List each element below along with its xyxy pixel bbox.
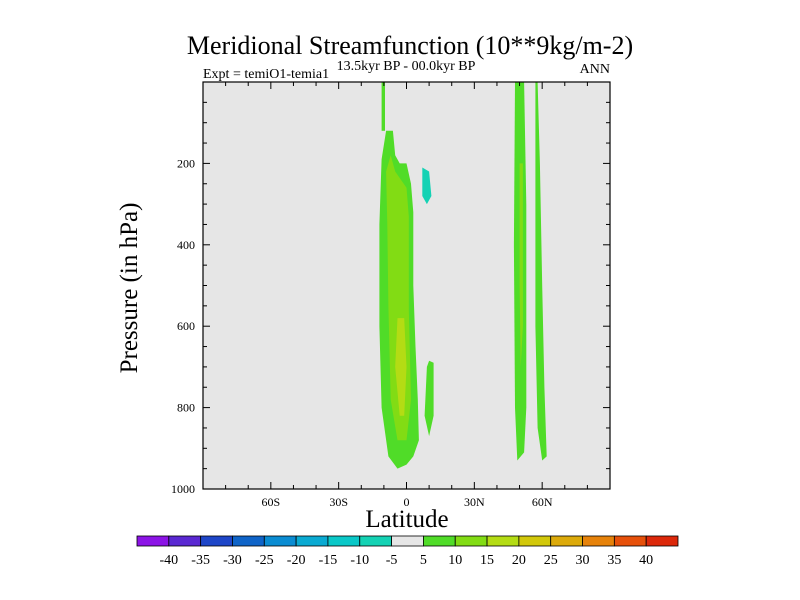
colorbar-label: 10 — [448, 553, 462, 568]
colorbar-label: -15 — [319, 553, 338, 568]
colorbar-label: -25 — [255, 553, 274, 568]
colorbar-box — [232, 535, 265, 547]
contour-region-ne-upper-negative-sliver — [411, 126, 418, 144]
colorbar-box — [327, 535, 361, 547]
colorbar-label: 20 — [512, 553, 526, 568]
x-tick-label: 0 — [404, 495, 410, 509]
left-annotation: Expt = temiO1-temia1 — [203, 67, 329, 82]
colorbar-label: 40 — [639, 553, 653, 568]
x-tick-label: 60N — [532, 495, 553, 509]
contour-region-tropical-positive-center — [395, 318, 407, 416]
colorbar-box — [263, 535, 297, 547]
contour-region-nh-highlat-positive-band — [528, 82, 547, 461]
contour-region-sh-midlat-negative-band — [248, 86, 257, 461]
colorbar-label: -30 — [223, 553, 242, 568]
colorbar-label: -5 — [386, 553, 398, 568]
contour-region-ne-tropical-negative-core — [422, 167, 432, 205]
chart-title: Meridional Streamfunction (10**9kg/m-2) — [187, 31, 633, 60]
colorbar-label: 15 — [480, 553, 494, 568]
y-tick-label: 200 — [177, 156, 195, 170]
y-axis-label: Pressure (in hPa) — [116, 203, 143, 374]
colorbar-label: -10 — [350, 553, 369, 568]
colorbar-box — [454, 535, 488, 547]
colorbar-box — [391, 535, 424, 547]
colorbar-box — [295, 535, 329, 547]
x-tick-label: 30N — [464, 495, 485, 509]
contour-region-nh-subtropical-positive-finger — [424, 360, 434, 437]
colorbar-box — [582, 535, 615, 547]
y-axis: 200 400 600 800 1000 — [171, 101, 610, 496]
contour-region-sh-polar-negative-band — [216, 86, 231, 453]
contour-regions — [216, 82, 570, 469]
right-annotation: ANN — [580, 62, 610, 77]
y-tick-label: 1000 — [171, 482, 195, 496]
y-tick-label: 400 — [177, 238, 195, 252]
colorbar-label: -20 — [287, 553, 306, 568]
contour-region-nh-polar-negative-band — [560, 82, 570, 396]
colorbar-label: -40 — [159, 553, 178, 568]
center-annotation: 13.5kyr BP - 00.0kyr BP — [337, 59, 476, 74]
x-tick-label: 60S — [261, 495, 280, 509]
contour-region-upper-trop-positive-sliver — [381, 82, 385, 131]
contour-region-sh-subpolar-negative-band — [234, 86, 241, 453]
colorbar-label: 35 — [607, 553, 621, 568]
colorbar-box — [550, 535, 583, 547]
colorbar-box — [168, 535, 202, 547]
x-tick-label: 30S — [329, 495, 348, 509]
x-axis-label: Latitude — [365, 506, 448, 533]
colorbar-label: 5 — [420, 553, 427, 568]
colorbar-label: -35 — [191, 553, 210, 568]
colorbar-box — [359, 535, 392, 547]
x-axis: 60S 30S 0 30N 60N — [225, 82, 588, 509]
colorbar: -40 -35 -30 -25 -20 -15 -10 -5 5 10 15 20 25 30 35 40 — [136, 535, 679, 568]
colorbar-box — [200, 535, 233, 547]
y-tick-label: 800 — [177, 401, 195, 415]
contour-region-nh-midlat-positive-core — [519, 163, 523, 367]
colorbar-box — [486, 535, 520, 547]
colorbar-box — [613, 535, 647, 547]
colorbar-box — [423, 535, 456, 547]
colorbar-box — [645, 535, 679, 547]
colorbar-label: 25 — [544, 553, 558, 568]
y-tick-label: 600 — [177, 319, 195, 333]
colorbar-label: 30 — [576, 553, 590, 568]
colorbar-box — [136, 535, 170, 547]
colorbar-box — [518, 535, 552, 547]
